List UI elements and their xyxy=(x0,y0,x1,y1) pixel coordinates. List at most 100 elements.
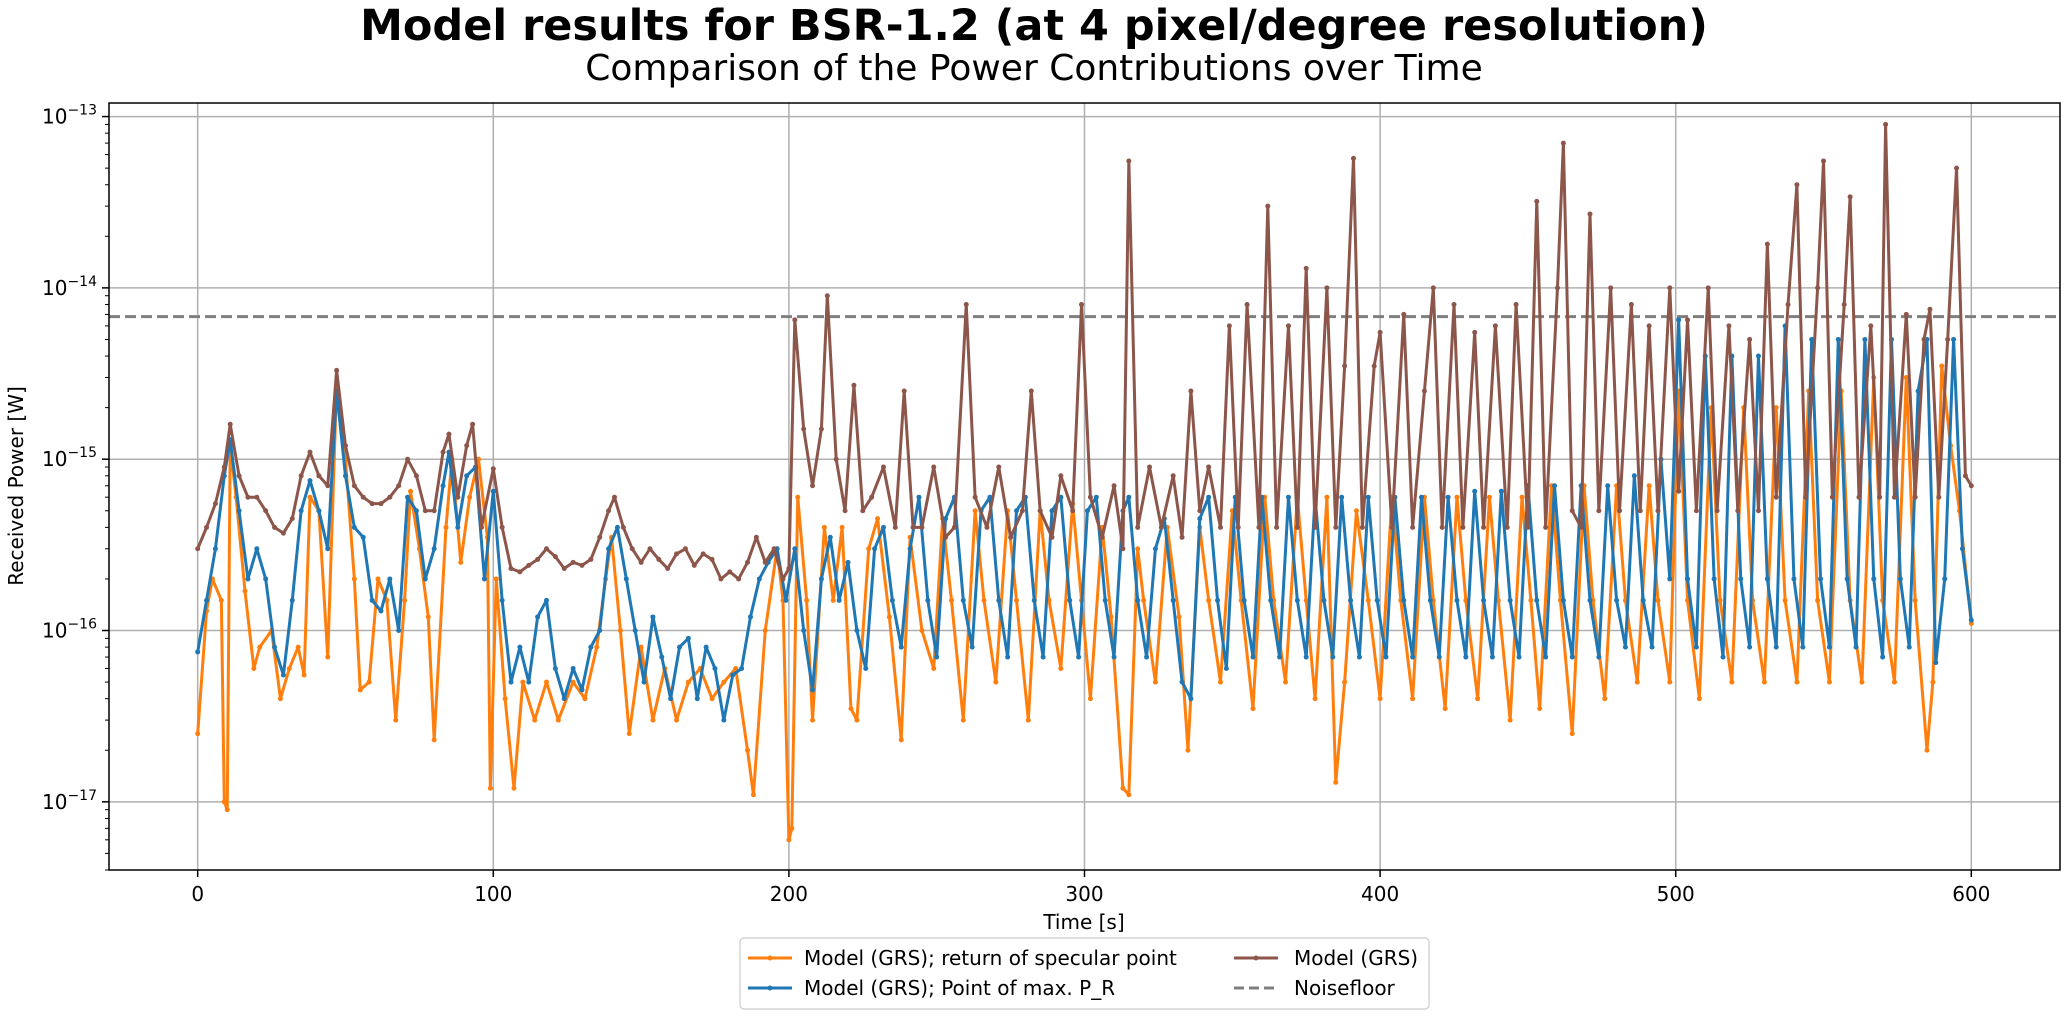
series-point xyxy=(280,672,286,678)
series-point xyxy=(892,524,898,530)
series-point xyxy=(1495,597,1501,603)
series-point xyxy=(1179,534,1185,540)
series-point xyxy=(342,443,348,449)
series-point xyxy=(1377,329,1383,335)
series-point xyxy=(1930,679,1936,685)
series-point xyxy=(1747,644,1753,650)
series-point xyxy=(1800,644,1806,650)
series-point xyxy=(1534,597,1540,603)
series-point xyxy=(1492,323,1498,329)
series-point xyxy=(1256,524,1262,530)
series-point xyxy=(1569,508,1575,514)
series-point xyxy=(272,524,278,530)
series-point xyxy=(532,717,538,723)
series-point xyxy=(245,576,251,582)
series-point xyxy=(1829,494,1835,500)
series-point xyxy=(629,546,635,552)
series-point xyxy=(1389,524,1395,530)
series-point xyxy=(1921,336,1927,342)
series-point xyxy=(212,546,218,552)
series-point xyxy=(393,717,399,723)
series-point xyxy=(1738,576,1744,582)
series-point xyxy=(1079,301,1085,307)
series-point xyxy=(1188,388,1194,394)
series-point xyxy=(443,524,449,530)
x-tick-label: 500 xyxy=(1657,882,1695,906)
series-point xyxy=(1859,679,1865,685)
series-point xyxy=(854,628,860,634)
series-point xyxy=(1634,679,1640,685)
series-point xyxy=(845,559,851,565)
series-point xyxy=(1818,576,1824,582)
series-point xyxy=(378,501,384,507)
series-point xyxy=(1472,329,1478,335)
series-point xyxy=(1815,285,1821,291)
series-point xyxy=(836,597,842,603)
series-point xyxy=(405,456,411,462)
series-point xyxy=(1312,696,1318,702)
chart-title: Model results for BSR-1.2 (at 4 pixel/de… xyxy=(360,1,1708,51)
series-point xyxy=(801,426,807,432)
series-point xyxy=(1277,654,1283,660)
series-point xyxy=(289,597,295,603)
series-point xyxy=(674,717,680,723)
series-point xyxy=(674,551,680,557)
series-point xyxy=(396,628,402,634)
series-point xyxy=(1897,576,1903,582)
series-point xyxy=(1596,508,1602,514)
series-point xyxy=(360,494,366,500)
series-point xyxy=(1871,576,1877,582)
series-point xyxy=(1705,285,1711,291)
series-point xyxy=(588,556,594,562)
series-point xyxy=(1640,597,1646,603)
series-point xyxy=(1014,508,1020,514)
series-point xyxy=(1847,194,1853,200)
series-2 xyxy=(195,121,1974,582)
series-point xyxy=(1374,597,1380,603)
series-line xyxy=(196,122,1973,581)
series-point xyxy=(818,576,824,582)
series-point xyxy=(405,494,411,500)
x-tick-label: 200 xyxy=(770,882,808,906)
series-point xyxy=(863,666,869,672)
series-point xyxy=(691,562,697,568)
series-point xyxy=(721,679,727,685)
series-point xyxy=(1294,524,1300,530)
series-point xyxy=(204,524,210,530)
series-point xyxy=(455,524,461,530)
series-point xyxy=(960,717,966,723)
series-point xyxy=(1726,323,1732,329)
series-point xyxy=(1147,464,1153,470)
series-point xyxy=(659,654,665,660)
series-point xyxy=(700,551,706,557)
series-point xyxy=(1268,597,1274,603)
series-point xyxy=(898,737,904,743)
series-point xyxy=(818,426,824,432)
series-point xyxy=(943,516,949,522)
series-point xyxy=(446,431,452,437)
series-point xyxy=(360,534,366,540)
series-point xyxy=(1821,158,1827,164)
legend-marker-max-pr xyxy=(767,985,773,991)
series-point xyxy=(307,449,313,455)
series-point xyxy=(718,576,724,582)
series-point xyxy=(1185,747,1191,753)
series-point xyxy=(1729,679,1735,685)
series-point xyxy=(1554,285,1560,291)
series-point xyxy=(1933,660,1939,666)
x-tick-label: 0 xyxy=(191,882,204,906)
chart-subtitle: Comparison of the Power Contributions ov… xyxy=(585,48,1483,89)
series-point xyxy=(1084,508,1090,514)
series-point xyxy=(1430,285,1436,291)
series-point xyxy=(467,494,473,500)
series-point xyxy=(1720,654,1726,660)
series-point xyxy=(1418,494,1424,500)
series-point xyxy=(1265,203,1271,209)
series-point xyxy=(1924,747,1930,753)
series-point xyxy=(1954,165,1960,171)
series-point xyxy=(221,464,227,470)
series-point xyxy=(1463,597,1469,603)
series-point xyxy=(1126,792,1132,798)
series-point xyxy=(632,628,638,634)
